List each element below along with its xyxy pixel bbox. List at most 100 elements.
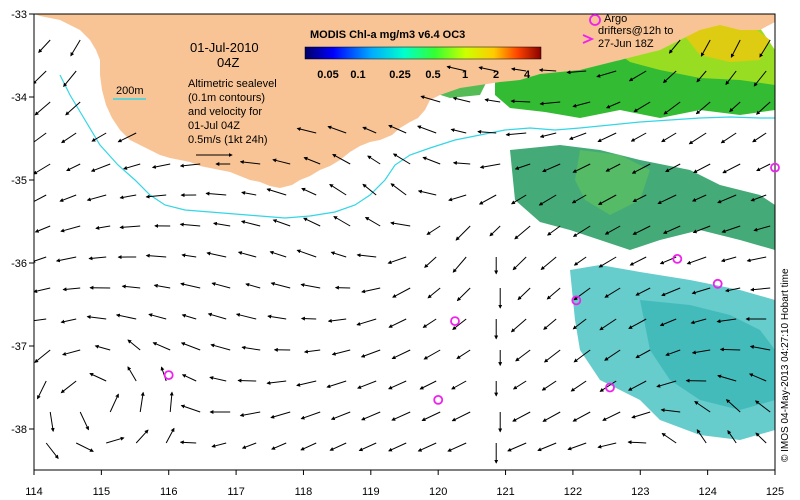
velocity-arrow [123, 163, 141, 170]
velocity-arrow [37, 380, 47, 400]
velocity-arrow [34, 318, 47, 322]
velocity-arrow [756, 101, 771, 115]
velocity-arrow [70, 39, 81, 57]
velocity-arrow [755, 432, 767, 444]
velocity-arrow [62, 349, 81, 356]
velocity-arrow [88, 256, 107, 261]
velocity-arrow [753, 70, 767, 87]
velocity-arrow [538, 68, 557, 73]
velocity-arrow [179, 440, 197, 445]
velocity-arrow [151, 163, 171, 169]
x-tick-label: 118 [295, 486, 313, 498]
velocity-arrow [34, 101, 51, 116]
velocity-arrow [387, 256, 407, 265]
velocity-arrow [717, 194, 737, 204]
velocity-arrow [417, 125, 437, 134]
velocity-arrow [239, 160, 261, 165]
velocity-arrow [539, 132, 557, 139]
velocity-arrow [388, 318, 407, 328]
velocity-arrow [452, 96, 471, 103]
velocity-arrow [628, 70, 647, 82]
velocity-arrow [629, 256, 647, 266]
velocity-arrow [61, 132, 77, 144]
velocity-arrow [547, 225, 561, 236]
velocity-arrow [631, 163, 651, 174]
velocity-arrow [725, 70, 737, 86]
velocity-arrow [245, 282, 261, 289]
velocity-arrow [181, 374, 197, 382]
velocity-arrow [272, 158, 291, 165]
altimetric-line-4: 01-Jul 04Z [188, 120, 240, 132]
velocity-arrow [388, 124, 407, 134]
velocity-arrow [62, 287, 81, 292]
velocity-arrow [452, 160, 471, 165]
argo-float-marker [672, 253, 683, 264]
altimetric-line-1: Altimetric sealevel [188, 78, 277, 90]
velocity-arrow [63, 70, 77, 88]
argo-legend-circle [589, 14, 601, 26]
velocity-arrow [45, 442, 59, 460]
velocity-arrow [628, 318, 647, 329]
velocity-arrow [568, 132, 587, 140]
velocity-arrow [272, 219, 291, 227]
velocity-arrow [420, 95, 441, 103]
x-tick-label: 116 [160, 486, 178, 498]
y-tick-label: -33 [11, 9, 27, 21]
velocity-arrow [422, 156, 441, 165]
altimetric-note: Altimetric sealevel (0.1m contours) and … [188, 78, 277, 157]
velocity-arrow [451, 380, 467, 390]
velocity-arrow [75, 442, 94, 452]
velocity-arrow [296, 249, 317, 258]
velocity-arrow [421, 411, 441, 421]
velocity-arrow [748, 373, 767, 382]
velocity-arrow [392, 287, 411, 298]
velocity-arrow [179, 222, 201, 227]
velocity-arrow [49, 411, 55, 432]
velocity-arrow [448, 194, 467, 202]
argo-float-marker [770, 162, 780, 173]
velocity-arrow [573, 287, 591, 301]
velocity-arrow [571, 194, 587, 204]
velocity-arrow [597, 442, 617, 449]
velocity-arrow [572, 411, 591, 422]
velocity-arrow [357, 380, 377, 389]
velocity-arrow [266, 380, 287, 385]
velocity-arrow [271, 442, 287, 450]
velocity-arrow [511, 194, 527, 205]
velocity-arrow [391, 349, 411, 360]
velocity-arrow [427, 287, 441, 299]
velocity-arrow [729, 101, 741, 113]
colorbar-title: MODIS Chl-a mg/m3 v6.4 OC3 [310, 29, 465, 41]
colorbar-labels: 0.05 0.1 0.25 0.5 1 2 4 [317, 69, 531, 81]
velocity-arrow [746, 256, 767, 263]
y-tick-label: -37 [11, 341, 27, 353]
velocity-arrow [237, 378, 257, 383]
velocity-arrow [127, 339, 141, 351]
velocity-arrow [597, 194, 617, 205]
velocity-arrow [605, 163, 621, 172]
velocity-arrow [633, 101, 651, 113]
velocity-arrow [510, 318, 527, 333]
velocity-arrow [117, 132, 137, 143]
argo-drift-icon [582, 34, 595, 44]
velocity-arrow [333, 216, 351, 227]
velocity-arrow [700, 39, 711, 57]
velocity-arrow [426, 225, 441, 235]
argo-legend-line-3: 27-Jun 18Z [598, 38, 654, 50]
velocity-arrow [145, 194, 167, 199]
velocity-arrow [391, 411, 411, 421]
velocity-arrow [505, 132, 527, 137]
velocity-arrow [179, 163, 201, 168]
velocity-arrow [686, 256, 707, 265]
velocity-arrow [300, 316, 317, 321]
land-australia [34, 14, 775, 188]
velocity-arrow [696, 429, 707, 444]
velocity-arrow [270, 411, 291, 419]
velocity-arrow [484, 98, 501, 103]
x-axis-ticks: 114 115 116 117 118 119 120 121 122 123 124 125 [25, 470, 784, 498]
velocity-arrow [329, 183, 347, 196]
x-tick-label: 117 [227, 486, 245, 498]
velocity-arrow [303, 349, 321, 354]
velocity-arrow [566, 70, 587, 75]
velocity-arrow [60, 225, 81, 233]
